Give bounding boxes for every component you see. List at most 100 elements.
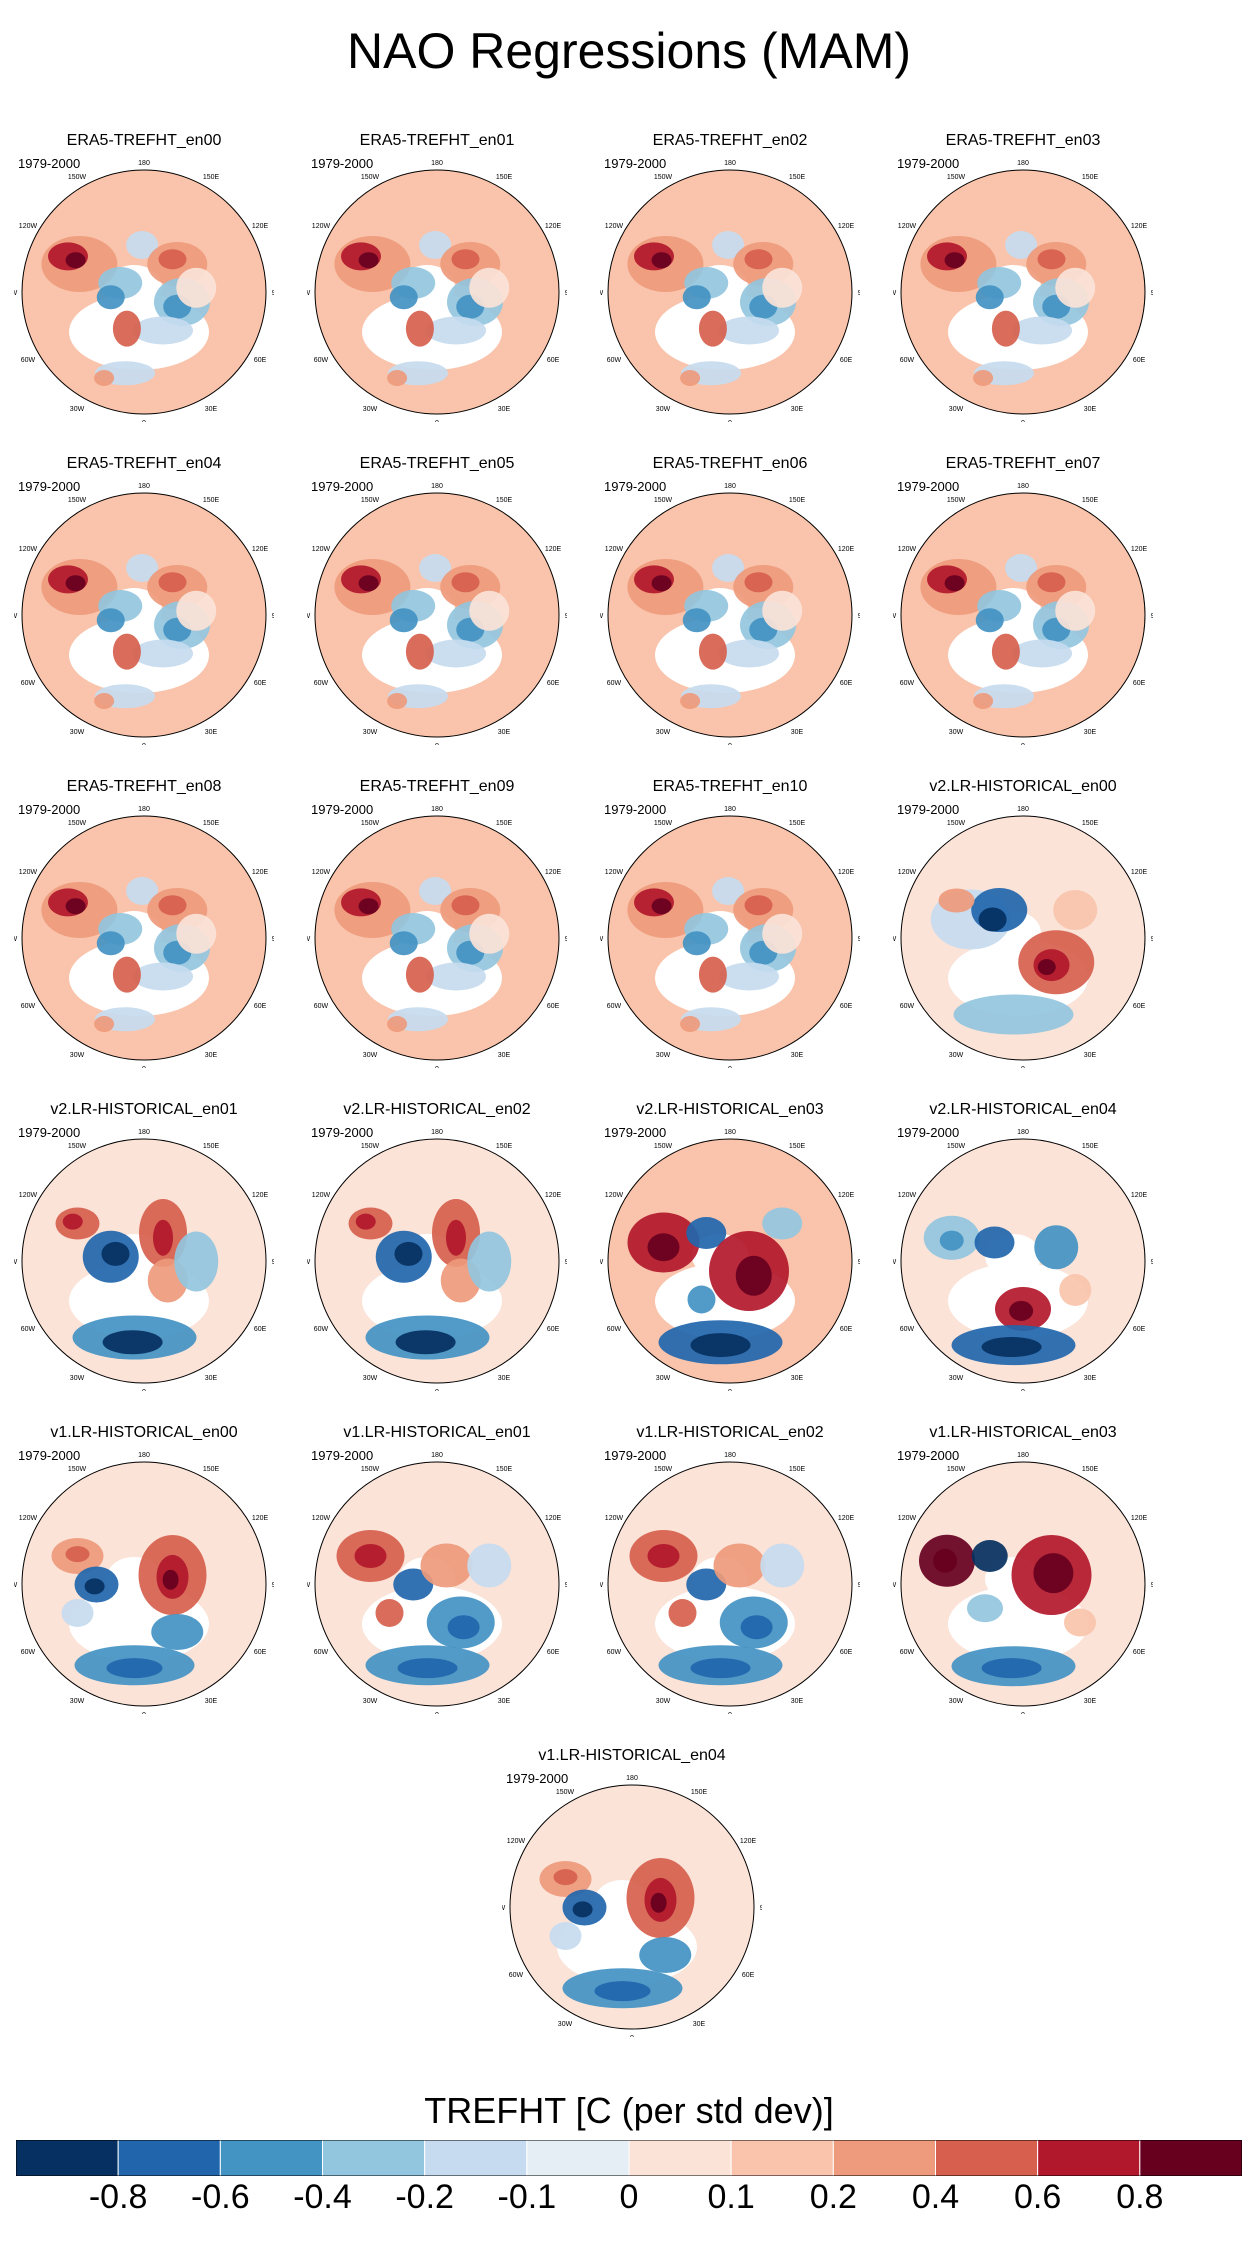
anomaly-region <box>1012 316 1072 345</box>
longitude-label: 120W <box>19 223 38 230</box>
longitude-label: 30W <box>558 2021 573 2028</box>
polar-map: 180 150E 120E 90E 60E 30E 0 30W 60W 90W 120W 150W <box>600 483 860 745</box>
longitude-label: 60W <box>21 357 36 364</box>
anomaly-region <box>967 1594 1003 1623</box>
anomaly-region <box>944 575 965 592</box>
panel-period: 1979-2000 <box>18 479 81 494</box>
longitude-label: 60E <box>547 357 560 364</box>
anomaly-region <box>1055 267 1096 308</box>
map-panel: ERA5-TREFHT_en08 1979-2000 180 150E 120E 90E 6… <box>14 778 274 1078</box>
longitude-label: 60W <box>607 1003 622 1010</box>
anomaly-region <box>686 1568 727 1601</box>
longitude-label: 0 <box>1021 743 1025 745</box>
anomaly-region <box>938 888 975 913</box>
longitude-label: 150W <box>947 1143 966 1150</box>
anomaly-region <box>651 575 672 592</box>
anomaly-region <box>133 639 193 668</box>
longitude-label: 150E <box>789 497 806 504</box>
anomaly-region <box>469 913 510 954</box>
anomaly-region <box>387 370 408 386</box>
anomaly-region <box>680 370 701 386</box>
panel-title: ERA5-TREFHT_en06 <box>652 455 808 472</box>
longitude-label: 60E <box>254 1649 267 1656</box>
map-boundary <box>314 492 560 738</box>
longitude-label: 90W <box>600 290 604 297</box>
longitude-label: 150E <box>496 1466 513 1473</box>
longitude-label: 120E <box>1131 546 1148 553</box>
anomaly-region <box>760 1543 805 1588</box>
longitude-label: 90W <box>893 290 897 297</box>
longitude-label: 120E <box>545 1192 562 1199</box>
anomaly-region <box>65 1546 90 1563</box>
longitude-label: 150W <box>361 174 380 181</box>
longitude-label: 90W <box>307 290 311 297</box>
longitude-label: 0 <box>435 420 439 422</box>
longitude-label: 30W <box>363 1375 378 1382</box>
panel-title: ERA5-TREFHT_en04 <box>66 455 222 472</box>
longitude-label: 0 <box>435 1066 439 1068</box>
panel-period: 1979-2000 <box>897 479 960 494</box>
longitude-label: 90W <box>307 1259 311 1266</box>
anomaly-region <box>1009 1300 1034 1321</box>
longitude-label: 150E <box>496 174 513 181</box>
longitude-label: 150W <box>654 1466 673 1473</box>
longitude-label: 180 <box>1017 160 1029 167</box>
longitude-label: 30W <box>70 729 85 736</box>
anomaly-region <box>176 590 217 631</box>
polar-map: 180 150E 120E 90E 60E 30E 0 30W 60W 90W 120W 150W <box>307 806 567 1068</box>
longitude-label: 120E <box>1131 223 1148 230</box>
colorbar-tick-label: -0.1 <box>497 2178 557 2216</box>
longitude-label: 180 <box>724 160 736 167</box>
anomaly-region <box>101 1241 130 1266</box>
longitude-label: 60E <box>547 1649 560 1656</box>
longitude-label: 180 <box>1017 806 1029 813</box>
polar-map: 180 150E 120E 90E 60E 30E 0 30W 60W 90W 120W 150W <box>893 1129 1153 1391</box>
longitude-label: 150E <box>1082 820 1099 827</box>
longitude-label: 120E <box>838 546 855 553</box>
map-boundary <box>314 1138 560 1384</box>
anomaly-region <box>1012 639 1072 668</box>
anomaly-region <box>96 285 125 310</box>
longitude-label: 120E <box>252 1515 269 1522</box>
longitude-label: 60E <box>547 1003 560 1010</box>
anomaly-region <box>94 693 115 709</box>
anomaly-region <box>447 1615 480 1640</box>
longitude-label: 150W <box>654 497 673 504</box>
longitude-label: 90W <box>14 936 18 943</box>
longitude-label: 90E <box>760 1905 762 1912</box>
colorbar-swatch <box>1139 2140 1242 2176</box>
longitude-label: 90W <box>600 1582 604 1589</box>
longitude-label: 30E <box>498 1698 511 1705</box>
panel-period: 1979-2000 <box>311 802 374 817</box>
panel-title: ERA5-TREFHT_en03 <box>945 132 1101 149</box>
longitude-label: 60E <box>547 680 560 687</box>
anomaly-region <box>719 316 779 345</box>
longitude-label: 60E <box>1133 1326 1146 1333</box>
map-panel: ERA5-TREFHT_en00 1979-2000 180 150E 120E 90E 6… <box>14 132 274 432</box>
longitude-label: 120E <box>1131 1192 1148 1199</box>
longitude-label: 120W <box>898 869 917 876</box>
colorbar-tick-label: 0.1 <box>707 2178 755 2216</box>
longitude-label: 120W <box>19 1192 38 1199</box>
longitude-label: 30W <box>949 1375 964 1382</box>
longitude-label: 30E <box>498 729 511 736</box>
longitude-label: 120E <box>838 869 855 876</box>
map-boundary <box>607 169 853 415</box>
longitude-label: 150W <box>654 820 673 827</box>
longitude-label: 150E <box>789 1466 806 1473</box>
longitude-label: 150W <box>361 497 380 504</box>
longitude-label: 60W <box>607 680 622 687</box>
longitude-label: 120E <box>545 1515 562 1522</box>
panel-period: 1979-2000 <box>18 156 81 171</box>
panel-title: v2.LR-HISTORICAL_en00 <box>929 778 1117 795</box>
longitude-label: 30E <box>205 729 218 736</box>
longitude-label: 150E <box>203 1466 220 1473</box>
anomaly-region <box>682 931 711 956</box>
longitude-label: 150W <box>68 497 87 504</box>
anomaly-region <box>94 370 115 386</box>
map-boundary <box>21 169 267 415</box>
polar-map: 180 150E 120E 90E 60E 30E 0 30W 60W 90W 120W 150W <box>600 1452 860 1714</box>
panel-title: ERA5-TREFHT_en02 <box>652 132 808 149</box>
longitude-label: 120W <box>605 1192 624 1199</box>
anomaly-region <box>735 1255 772 1296</box>
